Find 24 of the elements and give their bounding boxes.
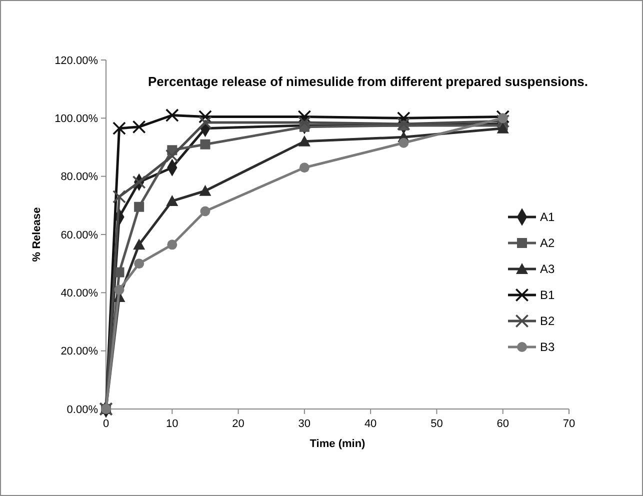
legend-label: A3 — [540, 262, 556, 276]
y-axis-title: % Release — [31, 207, 43, 262]
x-tick-label: 30 — [298, 418, 311, 430]
y-tick-label: 60.00% — [60, 229, 98, 242]
x-tick-label: 20 — [232, 418, 244, 430]
y-tick-label: 100.00% — [54, 113, 98, 126]
x-tick-label: 40 — [364, 418, 377, 430]
y-tick-label: 120.00% — [54, 54, 98, 67]
legend-label: A2 — [540, 236, 556, 250]
text: Percentage release of nimesulide from different prepared suspensions. — [148, 74, 588, 89]
x-tick-label: 70 — [562, 418, 576, 430]
legend-label: A1 — [540, 210, 556, 224]
x-axis-title: Time (min) — [310, 438, 366, 450]
y-tick-label: 0.00% — [66, 404, 98, 416]
y-tick-label: 40.00% — [60, 288, 98, 300]
x-tick-label: 50 — [430, 418, 443, 430]
x-tick-label: 0 — [102, 418, 110, 430]
legend-label: B3 — [540, 340, 556, 354]
legend-label: B1 — [540, 288, 556, 302]
x-tick-label: 60 — [496, 418, 509, 430]
y-tick-label: 20.00% — [60, 346, 98, 358]
y-tick-label: 80.00% — [60, 171, 98, 184]
legend-label: B2 — [540, 314, 556, 328]
x-tick-label: 10 — [166, 418, 178, 430]
